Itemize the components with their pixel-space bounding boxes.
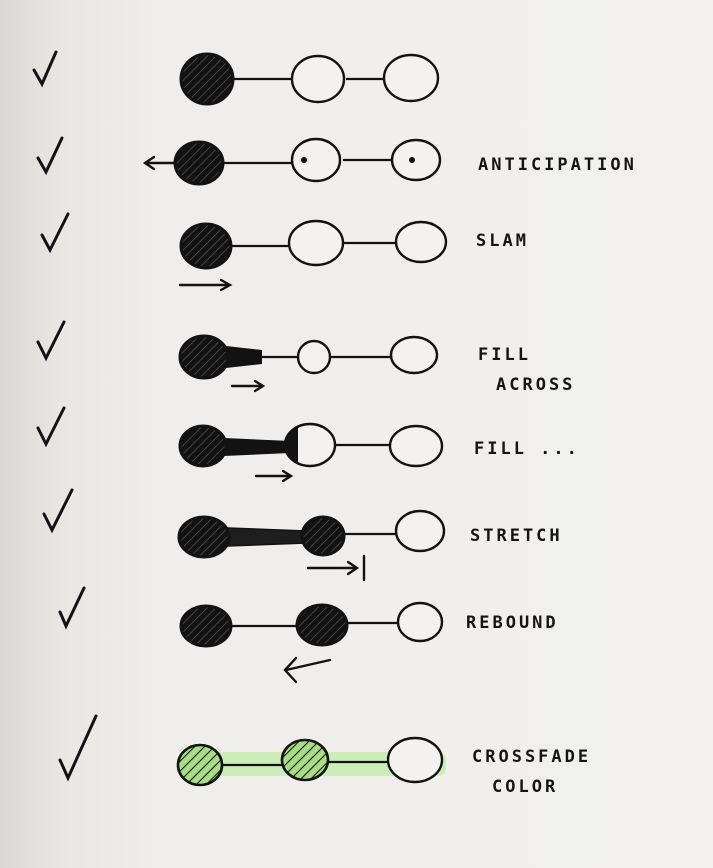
fill-blob xyxy=(224,438,290,456)
step-dot-filled xyxy=(177,515,231,559)
step-dot-filled xyxy=(179,604,233,648)
row-2: ANTICIPATION xyxy=(36,136,637,186)
step-dot-filled xyxy=(178,334,230,380)
step-dot-green xyxy=(280,738,330,782)
step-dot-empty xyxy=(394,220,448,264)
row-6: STRETCH xyxy=(42,488,563,582)
row-label: CROSSFADE xyxy=(472,747,591,767)
step-dot-empty xyxy=(390,138,442,182)
step-dot-empty xyxy=(296,339,332,375)
arrow-rebound-icon xyxy=(283,656,332,684)
step-dot-empty xyxy=(394,509,446,553)
check-mark xyxy=(58,586,86,630)
step-dot-empty xyxy=(388,424,444,468)
row-label: FILL ... xyxy=(474,439,580,459)
row-label: ACROSS xyxy=(496,375,575,395)
step-dot-empty xyxy=(290,137,342,183)
arrow-to-stop-icon xyxy=(306,554,366,582)
check-mark xyxy=(32,50,58,88)
row-7: REBOUND xyxy=(58,586,559,684)
arrow-right-icon xyxy=(178,278,233,292)
half-fill xyxy=(283,426,298,464)
row-label: STRETCH xyxy=(470,526,563,546)
row-label: REBOUND xyxy=(466,613,559,633)
check-mark xyxy=(42,488,74,534)
check-mark xyxy=(58,714,98,782)
check-mark xyxy=(36,136,64,176)
step-dot-empty xyxy=(382,53,440,103)
dot-marker xyxy=(409,157,415,163)
row-3: SLAM xyxy=(40,212,529,292)
row-label: ANTICIPATION xyxy=(478,155,637,175)
fill-blob xyxy=(226,346,262,368)
row-8: CROSSFADE COLOR xyxy=(58,714,591,797)
row-label: SLAM xyxy=(476,231,529,251)
row-label: FILL xyxy=(478,345,531,365)
arrow-right-icon xyxy=(230,379,266,393)
check-mark xyxy=(40,212,70,254)
step-dot-empty xyxy=(389,335,439,375)
row-1 xyxy=(32,50,440,106)
check-mark xyxy=(36,320,66,362)
step-dot-filled xyxy=(173,140,225,186)
row-4: FILL ACROSS xyxy=(36,320,575,395)
step-dot-filled xyxy=(179,52,235,106)
step-dot-filled xyxy=(178,424,228,468)
stretch-band xyxy=(227,527,307,547)
arrow-left-icon xyxy=(142,155,180,171)
step-dot-empty xyxy=(386,736,444,784)
step-dot-filled xyxy=(300,515,346,557)
step-dot-empty xyxy=(287,219,345,267)
step-dot-filled xyxy=(179,222,233,270)
dot-marker xyxy=(301,157,307,163)
step-dot-filled xyxy=(295,603,349,647)
step-dot-green xyxy=(176,743,224,787)
arrow-right-icon xyxy=(254,469,294,483)
row-5: FILL ... xyxy=(36,406,580,483)
check-mark xyxy=(36,406,66,448)
row-label: COLOR xyxy=(492,777,558,797)
step-dot-empty xyxy=(290,54,346,104)
step-dot-empty xyxy=(396,601,444,643)
